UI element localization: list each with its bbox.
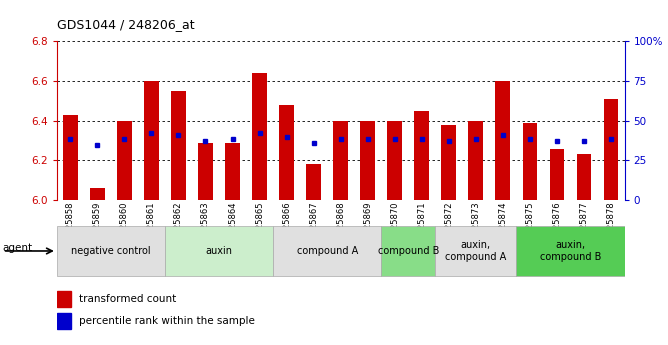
- Bar: [442, 125, 456, 200]
- Bar: [144, 81, 159, 200]
- Text: auxin: auxin: [206, 246, 232, 256]
- Bar: [57, 291, 71, 306]
- Bar: [57, 313, 71, 329]
- FancyBboxPatch shape: [57, 226, 165, 276]
- Bar: [279, 105, 294, 200]
- Bar: [604, 99, 619, 200]
- Bar: [90, 188, 105, 200]
- Bar: [117, 121, 132, 200]
- Text: auxin,
compound A: auxin, compound A: [446, 240, 506, 262]
- Bar: [198, 142, 213, 200]
- Text: compound B: compound B: [377, 246, 439, 256]
- Bar: [252, 73, 267, 200]
- Text: percentile rank within the sample: percentile rank within the sample: [79, 316, 255, 326]
- Text: agent: agent: [3, 243, 33, 253]
- Bar: [414, 111, 430, 200]
- Text: negative control: negative control: [71, 246, 151, 256]
- Bar: [550, 148, 564, 200]
- Text: compound A: compound A: [297, 246, 358, 256]
- Text: auxin,
compound B: auxin, compound B: [540, 240, 601, 262]
- Bar: [360, 121, 375, 200]
- Text: GDS1044 / 248206_at: GDS1044 / 248206_at: [57, 18, 194, 31]
- Bar: [63, 115, 77, 200]
- Bar: [576, 155, 591, 200]
- Text: transformed count: transformed count: [79, 294, 176, 304]
- Bar: [468, 121, 484, 200]
- FancyBboxPatch shape: [436, 226, 516, 276]
- Bar: [171, 91, 186, 200]
- Bar: [333, 121, 348, 200]
- Bar: [225, 142, 240, 200]
- FancyBboxPatch shape: [516, 226, 625, 276]
- Bar: [522, 123, 537, 200]
- FancyBboxPatch shape: [165, 226, 273, 276]
- Bar: [387, 121, 402, 200]
- Bar: [496, 81, 510, 200]
- FancyBboxPatch shape: [273, 226, 381, 276]
- FancyBboxPatch shape: [381, 226, 436, 276]
- Bar: [306, 164, 321, 200]
